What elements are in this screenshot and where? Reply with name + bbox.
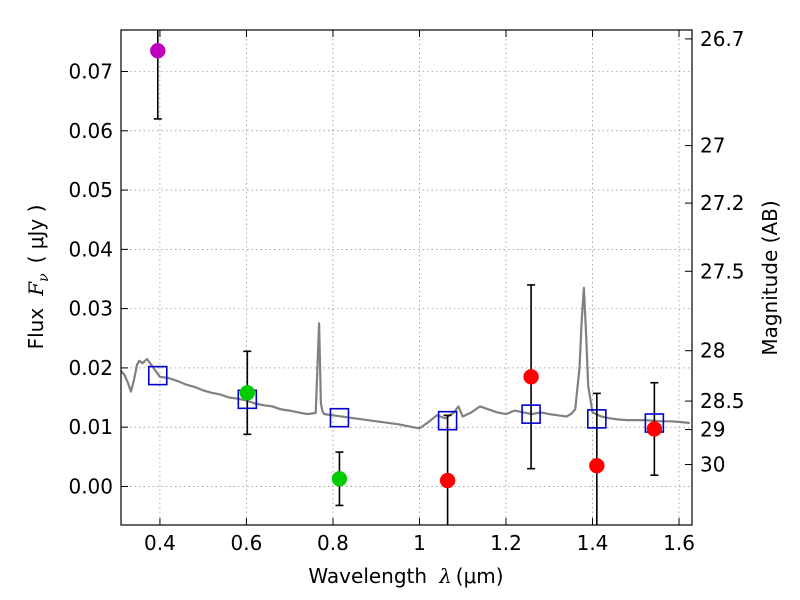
x-tick-label: 0.6 <box>231 531 263 555</box>
observed-point <box>150 42 166 59</box>
x-tick-label: 0.4 <box>144 531 176 555</box>
right-tick-label: 30 <box>700 453 725 477</box>
y-axis-label-right: Magnitude (AB) <box>758 200 782 355</box>
y-tick-label: 0.04 <box>68 237 113 261</box>
y-tick-label: 0.07 <box>68 59 113 83</box>
sed-model-line <box>120 286 690 430</box>
grid-layer <box>121 30 692 525</box>
observed-point <box>523 369 539 385</box>
right-tick-label: 28 <box>700 339 725 363</box>
y-tick-label: 0.05 <box>68 178 113 202</box>
observed-point <box>439 472 456 489</box>
right-tick-label: 27.5 <box>700 259 745 283</box>
right-tick-label: 26.7 <box>700 27 745 51</box>
model-photometry-square <box>329 407 350 428</box>
y-tick-label: 0.02 <box>68 356 113 380</box>
model-photometry-square <box>437 410 458 431</box>
model-photometry-square <box>521 404 541 424</box>
model-photometry-square <box>587 409 607 429</box>
y-tick-label: 0.06 <box>68 119 113 143</box>
x-tick-label: 1 <box>413 531 426 555</box>
right-tick-label: 28.5 <box>700 389 745 413</box>
y-tick-label: 0.01 <box>68 415 113 439</box>
x-tick-label: 1.2 <box>490 531 522 555</box>
x-tick-label: 1.4 <box>577 531 609 555</box>
right-tick-label: 27 <box>700 134 725 158</box>
observed-point <box>331 471 348 487</box>
model-photometry-square <box>147 365 168 386</box>
right-tick-label: 27.2 <box>700 191 745 215</box>
x-axis-label: Wavelength λ (μm) <box>308 564 503 588</box>
plot-frame <box>120 29 693 526</box>
error-bar-layer <box>153 30 659 525</box>
observed-point <box>646 421 663 437</box>
right-tick-label: 29 <box>700 418 725 442</box>
y-tick-label: 0.03 <box>68 297 113 321</box>
observed-point <box>589 457 605 474</box>
y-axis-label-left: FluxFν( μJy ) <box>24 205 52 350</box>
point-layer <box>147 42 665 489</box>
x-tick-label: 1.6 <box>663 531 695 555</box>
x-tick-label: 0.8 <box>317 531 349 555</box>
sed-line-layer <box>120 286 690 430</box>
y-tick-label: 0.00 <box>68 474 113 498</box>
observed-point <box>239 385 256 401</box>
tick-layer: 0.4 0.6 0.8 1 1.2 1.4 1.6 0.00 0.01 0.02 0.03 0.04 0… <box>68 27 744 555</box>
